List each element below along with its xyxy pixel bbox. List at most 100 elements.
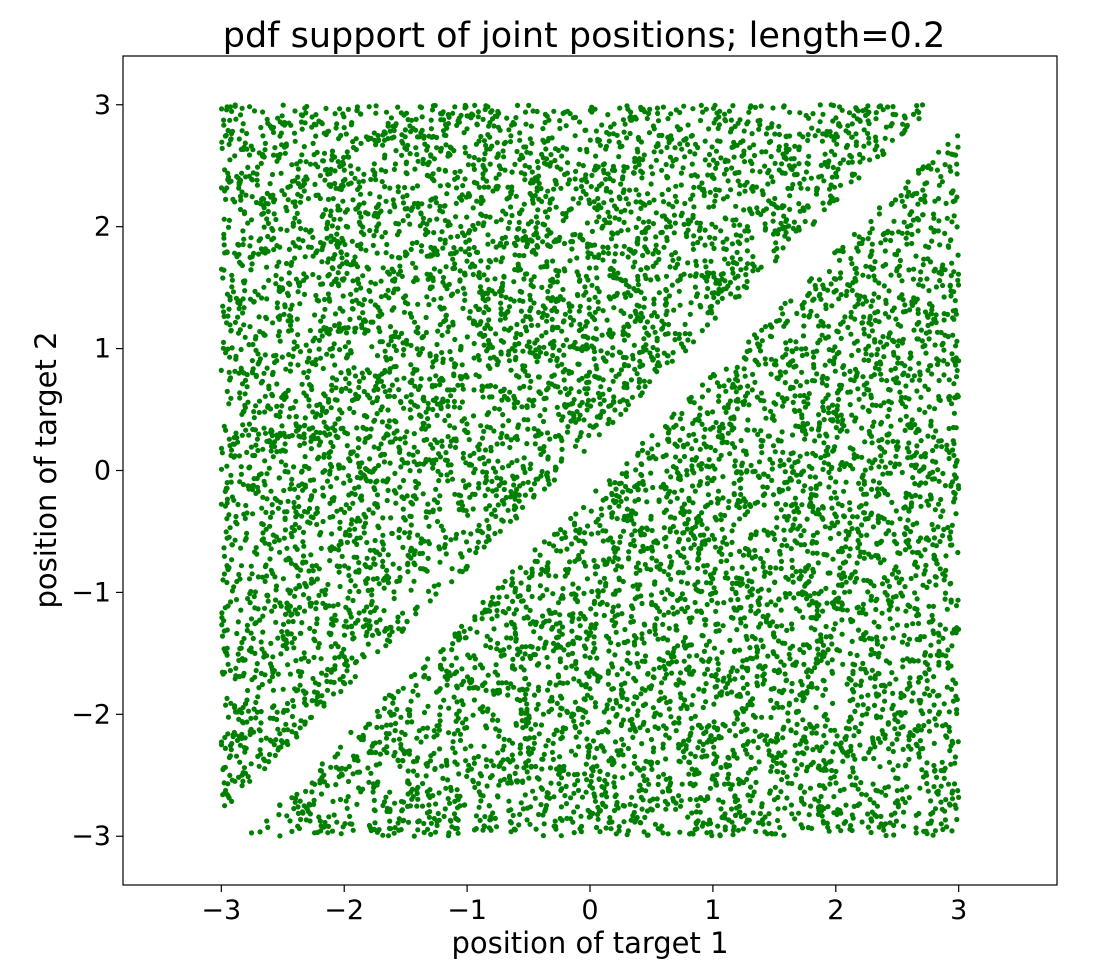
scatter-point: [490, 238, 496, 244]
scatter-point: [587, 686, 593, 692]
scatter-point: [888, 237, 894, 244]
scatter-point: [311, 797, 317, 804]
scatter-point: [877, 339, 884, 345]
scatter-point: [308, 438, 314, 444]
scatter-point: [561, 377, 567, 383]
scatter-point: [572, 176, 578, 182]
scatter-point: [690, 246, 697, 252]
scatter-point: [483, 643, 489, 649]
scatter-point: [664, 468, 670, 474]
scatter-point: [509, 569, 516, 575]
scatter-point: [337, 216, 343, 222]
scatter-point: [464, 421, 470, 427]
scatter-point: [394, 377, 400, 383]
scatter-point: [909, 240, 915, 247]
scatter-point: [573, 666, 580, 672]
scatter-point: [612, 652, 618, 658]
scatter-point: [524, 817, 530, 823]
scatter-point: [674, 609, 681, 615]
scatter-point: [764, 547, 770, 554]
scatter-point: [890, 594, 897, 600]
scatter-point: [835, 501, 842, 507]
scatter-point: [835, 396, 842, 403]
scatter-point: [430, 507, 436, 513]
scatter-point: [746, 109, 752, 115]
scatter-point: [792, 393, 798, 399]
scatter-point: [910, 549, 916, 555]
scatter-point: [672, 193, 679, 199]
scatter-point: [490, 594, 496, 600]
scatter-point: [853, 682, 859, 688]
scatter-point: [616, 587, 622, 593]
scatter-point: [638, 205, 644, 211]
scatter-point: [390, 561, 396, 567]
scatter-point: [794, 721, 800, 728]
scatter-point: [770, 758, 777, 764]
scatter-point: [666, 735, 672, 741]
scatter-point: [858, 486, 864, 492]
scatter-point: [501, 273, 507, 279]
scatter-point: [837, 275, 843, 281]
scatter-point: [903, 608, 909, 614]
scatter-point: [263, 509, 269, 515]
scatter-point: [485, 184, 491, 190]
scatter-point: [485, 486, 491, 492]
scatter-point: [872, 676, 878, 682]
scatter-point: [541, 486, 548, 492]
scatter-point: [850, 514, 856, 520]
scatter-point: [759, 327, 765, 333]
scatter-point: [581, 504, 587, 511]
scatter-point: [480, 793, 486, 799]
scatter-point: [673, 806, 679, 812]
scatter-point: [949, 351, 955, 357]
scatter-point: [399, 152, 405, 158]
scatter-point: [780, 449, 786, 455]
scatter-point: [396, 527, 402, 534]
scatter-point: [448, 537, 454, 543]
scatter-point: [755, 608, 762, 614]
scatter-point: [712, 736, 718, 742]
scatter-point: [707, 591, 714, 597]
scatter-point: [381, 137, 388, 143]
scatter-point: [736, 548, 743, 555]
scatter-point: [325, 581, 331, 588]
scatter-point: [329, 828, 336, 834]
scatter-point: [758, 103, 764, 109]
scatter-point: [711, 373, 718, 379]
scatter-point: [238, 563, 245, 569]
scatter-point: [316, 337, 322, 343]
scatter-point: [955, 739, 961, 745]
scatter-point: [464, 214, 470, 220]
scatter-point: [632, 259, 638, 265]
scatter-point: [890, 635, 897, 641]
scatter-point: [369, 592, 375, 598]
scatter-point: [892, 365, 899, 372]
scatter-point: [537, 583, 544, 589]
scatter-point: [726, 673, 732, 679]
scatter-point: [611, 807, 618, 814]
scatter-point: [237, 193, 244, 199]
scatter-point: [661, 199, 667, 205]
scatter-point: [847, 368, 853, 374]
scatter-point: [320, 314, 326, 320]
scatter-point: [256, 409, 262, 416]
scatter-point: [502, 610, 508, 616]
scatter-point: [949, 796, 956, 802]
scatter-point: [762, 406, 768, 412]
scatter-point: [794, 505, 800, 511]
scatter-point: [545, 295, 551, 301]
scatter-point: [368, 298, 374, 304]
scatter-point: [885, 439, 891, 445]
scatter-point: [784, 795, 790, 801]
scatter-point: [728, 669, 734, 675]
scatter-point: [330, 798, 336, 805]
scatter-point: [646, 332, 652, 338]
scatter-point: [350, 278, 356, 284]
scatter-point: [440, 245, 446, 251]
scatter-point: [892, 726, 898, 732]
scatter-point: [397, 763, 403, 770]
scatter-point: [732, 676, 738, 682]
scatter-point: [829, 520, 835, 526]
scatter-point: [319, 670, 325, 676]
scatter-point: [691, 204, 697, 210]
